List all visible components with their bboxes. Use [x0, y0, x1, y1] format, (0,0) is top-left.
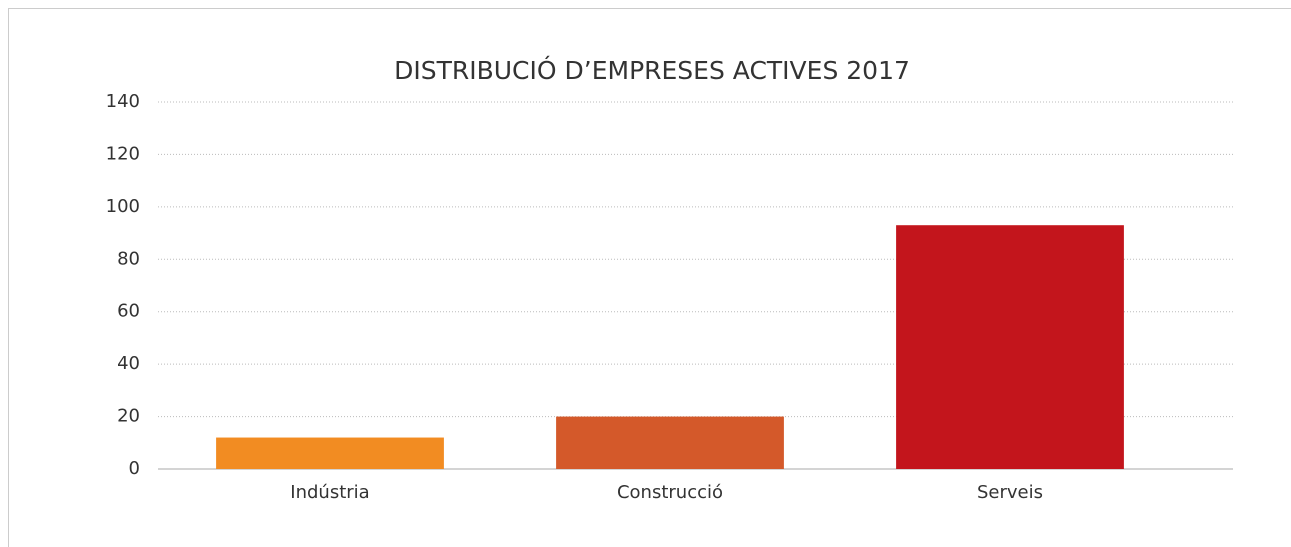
bar — [896, 225, 1124, 469]
y-tick-label: 100 — [106, 196, 140, 217]
x-tick-label: Serveis — [977, 482, 1043, 503]
bar — [556, 416, 784, 469]
bar — [216, 437, 444, 469]
y-tick-label: 140 — [106, 91, 140, 112]
y-tick-label: 80 — [117, 248, 140, 269]
y-tick-label: 20 — [117, 406, 140, 427]
y-tick-label: 120 — [106, 143, 140, 164]
chart-title: DISTRIBUCIÓ D’EMPRESES ACTIVES 2017 — [394, 55, 910, 85]
x-tick-label: Construcció — [617, 482, 723, 503]
y-tick-label: 40 — [117, 353, 140, 374]
y-tick-label: 0 — [129, 458, 140, 479]
x-tick-label: Indústria — [290, 482, 369, 503]
chart-border — [8, 8, 1291, 547]
y-tick-label: 60 — [117, 301, 140, 322]
